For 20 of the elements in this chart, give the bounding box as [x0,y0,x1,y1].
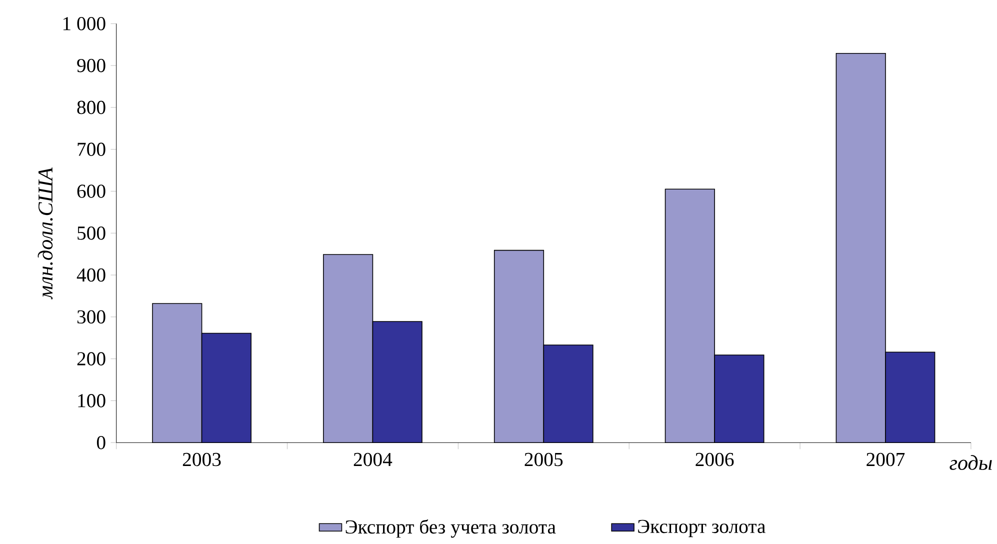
y-axis-title: млн.долл.США [38,167,53,300]
y-tick-label: 200 [77,352,106,366]
x-tick-label: 2006 [696,452,734,466]
y-tick-label: 500 [78,226,106,240]
y-tick-label: 900 [77,58,106,72]
x-tick-label: 2005 [524,452,563,466]
x-tick-label: 2004 [354,452,392,466]
y-tick-label: 400 [76,268,106,282]
y-tick-label: 0 [96,436,106,450]
x-axis-title: годы [950,455,992,470]
y-tick-label: 800 [77,100,106,114]
y-tick-label: 300 [77,310,106,324]
legend-label: Экспорт без учета золота [346,519,556,538]
x-tick-label: 2003 [182,452,221,466]
y-tick-label: 700 [78,142,106,156]
y-tick-label: 100 [78,394,106,408]
y-tick-label: 1 000 [63,16,106,30]
legend-label: Экспорт золота [638,520,766,538]
x-tick-label: 2007 [866,452,905,466]
y-tick-label: 600 [77,184,106,198]
